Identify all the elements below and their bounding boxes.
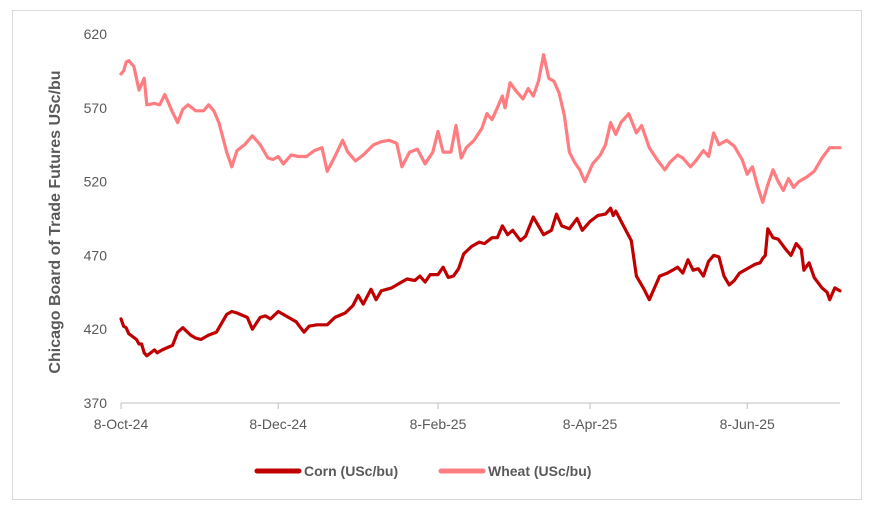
- x-tick-label: 8-Jun-25: [720, 416, 775, 432]
- legend: Corn (USc/bu) Wheat (USc/bu): [254, 463, 591, 479]
- x-axis-ticks: 8-Oct-24 8-Dec-24 8-Feb-25 8-Apr-25 8-Jun-25: [94, 403, 775, 432]
- y-tick-label: 470: [84, 247, 108, 263]
- y-axis-label: Chicago Board of Trade Futures USc/bu: [47, 70, 64, 373]
- y-tick-label: 420: [84, 321, 108, 337]
- y-tick-label: 570: [84, 100, 108, 116]
- x-tick-label: 8-Oct-24: [94, 416, 149, 432]
- chart-frame: [12, 10, 862, 500]
- y-tick-label: 620: [84, 26, 108, 42]
- series-layer: [119, 53, 842, 358]
- y-axis-ticks: 370 420 470 520 570 620: [84, 26, 108, 411]
- y-tick-label: 520: [84, 174, 108, 190]
- y-tick-label: 370: [84, 395, 108, 411]
- x-tick-label: 8-Apr-25: [563, 416, 618, 432]
- x-tick-label: 8-Dec-24: [249, 416, 307, 432]
- series-line-corn: [119, 206, 842, 358]
- legend-label-corn: Corn (USc/bu): [304, 463, 398, 479]
- x-tick-label: 8-Feb-25: [410, 416, 467, 432]
- series-line-wheat: [119, 53, 842, 204]
- legend-label-wheat: Wheat (USc/bu): [488, 463, 591, 479]
